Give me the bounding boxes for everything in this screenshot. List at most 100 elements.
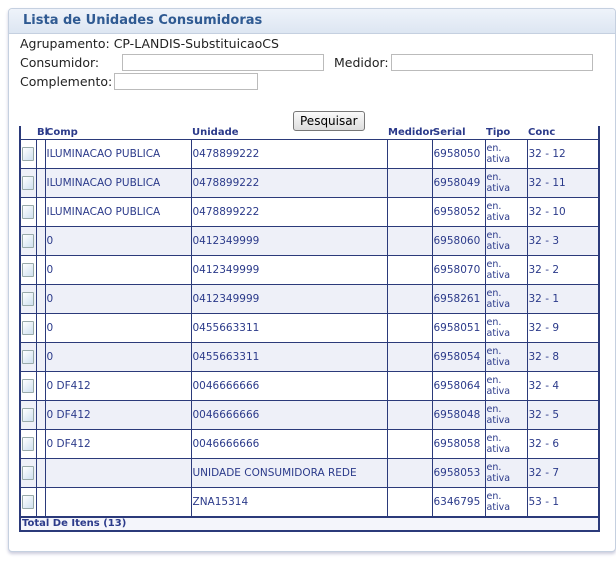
cell-unidade: 0412349999: [190, 255, 388, 285]
complemento-label: Complemento:: [20, 74, 113, 89]
cell-bl: [35, 255, 46, 285]
document-icon[interactable]: [22, 321, 35, 335]
cell-conc: 32 - 12: [526, 139, 600, 169]
cell-unidade: 0478899222: [190, 197, 388, 227]
document-icon[interactable]: [22, 147, 35, 161]
cell-tipo: en. ativa: [484, 342, 528, 372]
cell-bl: [35, 429, 46, 459]
cell-comp: 0: [44, 342, 192, 372]
row-action-cell[interactable]: [19, 342, 37, 372]
cell-comp: [44, 487, 192, 518]
cell-serial: 6346795: [431, 487, 486, 518]
cell-medidor: [386, 313, 433, 343]
row-action-cell[interactable]: [19, 458, 37, 488]
search-button[interactable]: Pesquisar: [293, 111, 365, 131]
cell-bl: [35, 487, 46, 518]
header-bl: Bl: [37, 127, 49, 138]
cell-tipo: en. ativa: [484, 371, 528, 401]
consumidor-label: Consumidor:: [20, 55, 100, 70]
cell-bl: [35, 342, 46, 372]
cell-tipo: en. ativa: [484, 458, 528, 488]
cell-unidade: 0412349999: [190, 284, 388, 314]
cell-comp: 0 DF412: [44, 400, 192, 430]
header-medidor: Medidor: [388, 127, 435, 138]
cell-unidade: ZNA15314: [190, 487, 388, 518]
cell-bl: [35, 371, 46, 401]
medidor-input[interactable]: [390, 54, 593, 71]
cell-conc: 32 - 1: [526, 284, 600, 314]
table-row: ILUMINACAO PUBLICA 0478899222 6958052 en. a…: [19, 197, 600, 227]
row-action-cell[interactable]: [19, 197, 37, 227]
cell-tipo: en. ativa: [484, 284, 528, 314]
cell-serial: 6958052: [431, 197, 486, 227]
cell-unidade: 0046666666: [190, 429, 388, 459]
cell-unidade: 0478899222: [190, 139, 388, 169]
cell-serial: 6958060: [431, 226, 486, 256]
document-icon[interactable]: [22, 379, 35, 393]
row-action-cell[interactable]: [19, 139, 37, 169]
header-serial: Serial: [433, 127, 466, 138]
cell-tipo: en. ativa: [484, 226, 528, 256]
document-icon[interactable]: [22, 263, 35, 277]
document-icon[interactable]: [22, 466, 35, 480]
row-action-cell[interactable]: [19, 168, 37, 198]
row-action-cell[interactable]: [19, 313, 37, 343]
cell-conc: 32 - 2: [526, 255, 600, 285]
row-action-cell[interactable]: [19, 487, 37, 518]
cell-tipo: en. ativa: [484, 255, 528, 285]
cell-comp: 0: [44, 313, 192, 343]
cell-comp: ILUMINACAO PUBLICA: [44, 197, 192, 227]
consumer-units-table: Bl Comp Unidade Medidor Serial Tipo Conc ILUMI…: [19, 126, 600, 532]
row-action-cell[interactable]: [19, 429, 37, 459]
cell-tipo: en. ativa: [484, 487, 528, 518]
cell-serial: 6958261: [431, 284, 486, 314]
cell-bl: [35, 458, 46, 488]
table-row: ILUMINACAO PUBLICA 0478899222 6958050 en. a…: [19, 139, 600, 169]
cell-unidade: UNIDADE CONSUMIDORA REDE: [190, 458, 388, 488]
cell-unidade: 0412349999: [190, 226, 388, 256]
cell-conc: 32 - 10: [526, 197, 600, 227]
cell-medidor: [386, 429, 433, 459]
cell-conc: 32 - 5: [526, 400, 600, 430]
cell-serial: 6958049: [431, 168, 486, 198]
agrupamento-label: Agrupamento:: [20, 36, 110, 51]
complemento-input[interactable]: [114, 73, 259, 90]
cell-serial: 6958058: [431, 429, 486, 459]
cell-tipo: en. ativa: [484, 313, 528, 343]
cell-conc: 32 - 7: [526, 458, 600, 488]
document-icon[interactable]: [22, 176, 35, 190]
cell-comp: ILUMINACAO PUBLICA: [44, 139, 192, 169]
cell-bl: [35, 197, 46, 227]
document-icon[interactable]: [22, 350, 35, 364]
cell-tipo: en. ativa: [484, 168, 528, 198]
cell-medidor: [386, 284, 433, 314]
row-action-cell[interactable]: [19, 371, 37, 401]
cell-bl: [35, 284, 46, 314]
cell-medidor: [386, 400, 433, 430]
table-row: 0 DF412 0046666666 6958048 en. ativa 32 - 5: [19, 400, 600, 430]
cell-tipo: en. ativa: [484, 139, 528, 169]
document-icon[interactable]: [22, 437, 35, 451]
cell-unidade: 0046666666: [190, 400, 388, 430]
row-action-cell[interactable]: [19, 255, 37, 285]
document-icon[interactable]: [22, 495, 35, 509]
document-icon[interactable]: [22, 408, 35, 422]
agrupamento-value: CP-LANDIS-SubstituicaoCS: [113, 36, 279, 51]
table-row: 0 0412349999 6958070 en. ativa 32 - 2: [19, 255, 600, 285]
cell-conc: 32 - 9: [526, 313, 600, 343]
cell-unidade: 0478899222: [190, 168, 388, 198]
consumidor-input[interactable]: [122, 54, 324, 71]
total-items: Total De Itens (13): [19, 516, 600, 532]
row-action-cell[interactable]: [19, 284, 37, 314]
row-action-cell[interactable]: [19, 226, 37, 256]
row-action-cell[interactable]: [19, 400, 37, 430]
cell-bl: [35, 168, 46, 198]
table-row: 0 DF412 0046666666 6958058 en. ativa 32 - 6: [19, 429, 600, 459]
cell-serial: 6958054: [431, 342, 486, 372]
table-row: UNIDADE CONSUMIDORA REDE 6958053 en. ativa…: [19, 458, 600, 488]
cell-serial: 6958064: [431, 371, 486, 401]
document-icon[interactable]: [22, 205, 35, 219]
document-icon[interactable]: [22, 292, 35, 306]
cell-bl: [35, 313, 46, 343]
document-icon[interactable]: [22, 234, 35, 248]
